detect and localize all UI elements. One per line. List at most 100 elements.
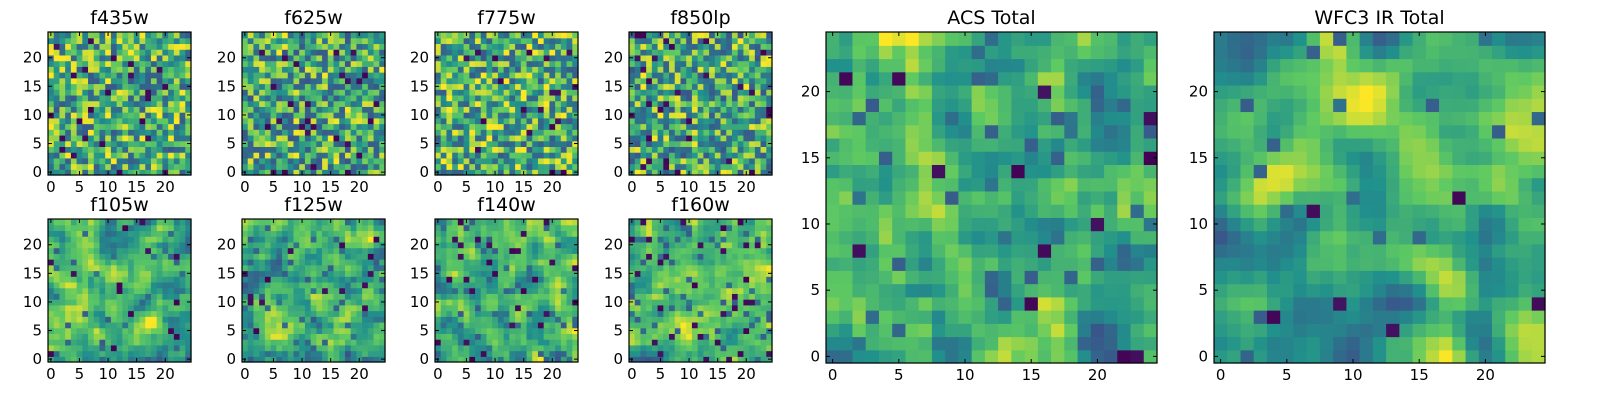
heatmap-cell [572,89,579,96]
heatmap-cell [116,293,123,300]
heatmap-cell [145,112,152,119]
heatmap-cell [293,259,300,266]
heatmap-cell [492,310,499,317]
heatmap-cell [691,350,699,357]
heatmap-cell [754,43,762,50]
heatmap-cell [737,112,744,119]
heatmap-cell [82,106,89,113]
heatmap-cell [697,276,704,283]
heatmap-cell [486,100,493,107]
heatmap-cell [509,316,516,323]
heatmap-cell [264,333,272,340]
heatmap-cell [344,344,352,352]
heatmap-cell [754,134,762,142]
heatmap-cell [310,89,317,96]
heatmap-cell [367,333,375,340]
heatmap-cell [497,350,505,357]
heatmap-cell [537,123,545,130]
heatmap-cell [537,219,545,226]
heatmap-cell [179,112,186,119]
heatmap-cell [122,299,129,306]
heatmap-cell [122,356,129,363]
heatmap-cell [680,112,687,119]
heatmap-cell [128,293,135,300]
heatmap-cell [634,157,642,165]
heatmap-cell [116,140,123,147]
heatmap-cell [503,163,510,170]
heatmap-cell [310,134,317,142]
heatmap-cell [276,140,283,147]
heatmap-cell [669,146,676,153]
heatmap-cell [480,259,488,266]
heatmap-cell [749,117,756,125]
heatmap-cell [469,129,476,136]
heatmap-cell [259,321,266,329]
heatmap-cell [282,83,289,90]
heatmap-cell [270,230,277,237]
heatmap-cell [362,219,369,226]
heatmap-cell [293,350,300,357]
heatmap-cell [566,32,573,39]
heatmap-cell [549,304,556,312]
heatmap-cell [714,112,722,119]
heatmap-cell [59,112,66,119]
heatmap-cell [168,344,175,352]
heatmap-cell [128,43,135,50]
heatmap-cell [173,339,181,346]
axes-frame [47,31,192,176]
heatmap-cell [82,77,89,85]
heatmap-cell [509,299,516,306]
heatmap-cell [714,117,722,125]
heatmap-cell [646,316,653,323]
heatmap-cell [520,134,528,142]
heatmap-cell [486,356,493,363]
heatmap-cell [316,54,323,62]
heatmap-cell [133,321,141,329]
heatmap-cell [128,281,135,289]
heatmap-cell [299,236,306,243]
heatmap-cell [316,287,323,294]
heatmap-cell [76,276,83,283]
heatmap-cell [76,140,83,147]
heatmap-cell [469,219,476,226]
heatmap-cell [70,66,78,73]
heatmap-cell [299,247,306,254]
heatmap-cell [475,100,482,107]
heatmap-cell [168,60,175,67]
heatmap-cell [743,112,750,119]
heatmap-cell [310,276,317,283]
heatmap-cell [657,270,664,277]
heatmap-cell [754,100,762,107]
heatmap-cell [657,281,664,289]
heatmap-cell [475,140,482,147]
heatmap-cell [686,281,693,289]
heatmap-cell [520,270,528,277]
heatmap-cell [287,270,295,277]
heatmap-cell [350,54,357,62]
heatmap-cell [105,241,112,249]
heatmap-cell [99,60,106,67]
heatmap-cell [709,54,716,62]
heatmap-cell [242,43,249,50]
heatmap-cell [731,316,739,323]
heatmap-cell [304,310,312,317]
heatmap-cell [282,241,289,249]
heatmap-cell [304,224,312,232]
heatmap-cell [116,54,123,62]
heatmap-cell [549,310,556,317]
heatmap-cell [555,224,562,232]
heatmap-cell [150,89,158,96]
heatmap-cell [515,60,522,67]
heatmap-cell [299,89,306,96]
heatmap-cell [48,350,55,357]
heatmap-cell [526,230,533,237]
heatmap-cell [287,281,295,289]
heatmap-cell [373,129,380,136]
heatmap-cell [162,224,169,232]
heatmap-cell [452,299,459,306]
heatmap-cell [480,157,488,165]
heatmap-cell [185,94,192,102]
heatmap-cell [463,339,470,346]
heatmap-cell [76,43,83,50]
heatmap-cell [122,117,129,125]
